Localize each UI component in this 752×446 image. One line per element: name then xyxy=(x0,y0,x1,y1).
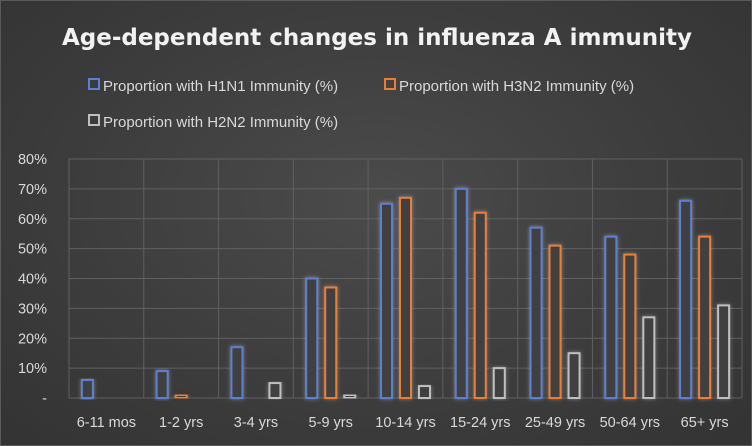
y-tick-label: 20% xyxy=(18,331,47,347)
y-tick-label: 50% xyxy=(18,242,47,258)
bar-h1n1-5 xyxy=(454,187,468,399)
legend-item-h3n2[interactable]: Proportion with H3N2 Immunity (%) xyxy=(384,78,634,95)
y-tick-label: 30% xyxy=(18,301,47,317)
legend-swatch-h1n1 xyxy=(88,78,100,90)
legend-swatch-h2n2 xyxy=(88,114,100,126)
x-tick-label: 5-9 yrs xyxy=(309,415,353,431)
x-tick-label: 65+ yrs xyxy=(681,415,729,431)
bar-h2n2-4 xyxy=(418,385,431,399)
legend: Proportion with H1N1 Immunity (%) Propor… xyxy=(88,78,634,131)
legend-label-h1n1: Proportion with H1N1 Immunity (%) xyxy=(103,78,338,95)
bar-h1n1-8 xyxy=(679,199,693,399)
x-tick-label: 50-64 yrs xyxy=(600,415,660,431)
bar-h1n1-2 xyxy=(230,346,244,399)
x-tick-label: 1-2 yrs xyxy=(159,415,203,431)
y-axis-ticks: - 10% 20% 30% 40% 50% 60% 70% 80% xyxy=(18,152,47,407)
bar-h2n2-7 xyxy=(642,316,656,399)
y-tick-label: - xyxy=(42,391,47,407)
y-tick-label: 60% xyxy=(18,212,47,228)
bar-h3n2-3 xyxy=(324,286,338,399)
chart-title: Age-dependent changes in influenza A imm… xyxy=(62,25,692,51)
x-tick-label: 10-14 yrs xyxy=(375,415,435,431)
legend-item-h1n1[interactable]: Proportion with H1N1 Immunity (%) xyxy=(88,78,338,95)
bar-h2n2-2 xyxy=(268,382,282,399)
x-axis-ticks: 6-11 mos 1-2 yrs 3-4 yrs 5-9 yrs 10-14 yrs 15… xyxy=(77,415,729,431)
bar-h2n2-5 xyxy=(492,367,506,399)
bar-h3n2-1 xyxy=(174,394,188,400)
y-tick-label: 80% xyxy=(18,152,47,168)
legend-swatch-h3n2 xyxy=(384,78,396,90)
bar-h1n1-1 xyxy=(155,370,169,399)
bar-h3n2-6 xyxy=(548,244,562,399)
bar-h1n1-4 xyxy=(380,202,393,399)
bar-h2n2-8 xyxy=(717,304,731,400)
bar-h3n2-8 xyxy=(698,235,712,399)
x-tick-label: 15-24 yrs xyxy=(450,415,510,431)
x-tick-label: 3-4 yrs xyxy=(234,415,278,431)
legend-label-h2n2: Proportion with H2N2 Immunity (%) xyxy=(103,114,338,131)
y-tick-label: 40% xyxy=(18,272,47,288)
legend-item-h2n2[interactable]: Proportion with H2N2 Immunity (%) xyxy=(88,114,338,131)
bar-h1n1-6 xyxy=(529,226,543,399)
bar-h2n2-3 xyxy=(343,394,357,400)
bar-h1n1-7 xyxy=(604,235,618,399)
bars xyxy=(80,187,731,400)
x-tick-label: 25-49 yrs xyxy=(525,415,585,431)
legend-label-h3n2: Proportion with H3N2 Immunity (%) xyxy=(399,78,634,95)
bar-h1n1-0 xyxy=(80,379,94,400)
bar-h3n2-5 xyxy=(473,211,487,399)
bar-h1n1-3 xyxy=(305,277,319,399)
bar-h2n2-6 xyxy=(567,352,581,399)
y-tick-label: 10% xyxy=(18,361,47,377)
bar-h3n2-4 xyxy=(399,196,412,399)
y-tick-label: 70% xyxy=(18,182,47,198)
bar-h3n2-7 xyxy=(623,253,637,399)
x-tick-label: 6-11 mos xyxy=(77,415,136,431)
